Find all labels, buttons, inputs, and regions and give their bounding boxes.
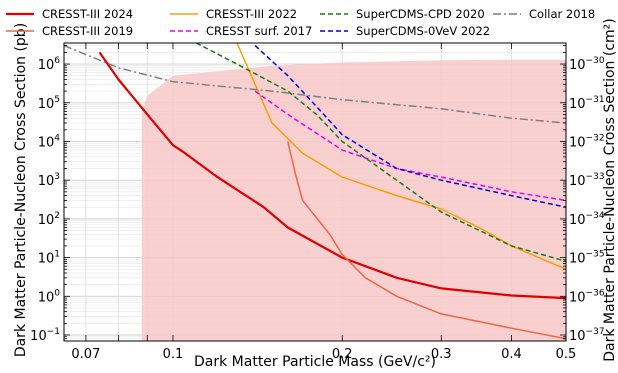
y-tick-label: 102	[38, 211, 60, 228]
y2-tick-label: 10−35	[569, 250, 605, 267]
y-tick-label: 106	[38, 56, 61, 73]
series-line-5	[254, 45, 566, 208]
legend-label: CRESST-III 2022	[206, 7, 297, 21]
y-axis-title: Dark Matter Particle-Nucleon Cross Secti…	[13, 23, 29, 357]
y2-tick-label: 10−31	[569, 95, 605, 112]
y-tick-label: 101	[38, 250, 60, 267]
series-line-2	[236, 43, 566, 270]
y2-tick-label: 10−30	[569, 56, 605, 73]
ticks	[64, 43, 567, 342]
legend-label: Collar 2018	[529, 7, 595, 21]
excluded-region-group	[141, 59, 566, 341]
series-line-1	[287, 141, 566, 340]
series-line-0	[98, 51, 566, 300]
x-tick-label: 0.3	[431, 347, 452, 362]
excluded-region	[141, 59, 566, 341]
x-axis-title: Dark Matter Particle Mass (GeV/c²)	[194, 354, 436, 370]
y2-tick-label: 10−32	[569, 133, 605, 150]
x-tick-label: 0.4	[501, 347, 522, 362]
y2-tick-label: 10−34	[569, 211, 605, 228]
y-tick-label: 10−1	[30, 327, 60, 344]
y-tick-label: 103	[38, 172, 60, 189]
y2-tick-label: 10−37	[569, 327, 605, 344]
x-tick-label: 0.1	[163, 347, 184, 362]
y2-tick-label: 10−33	[569, 172, 605, 189]
series-line-4	[195, 43, 566, 263]
series-line-6	[64, 44, 566, 124]
tick-labels: 0.07 0.1 0.2 0.3 0.4 0.5 10−1 100 101 102 103 104 10…	[30, 56, 605, 362]
series-lines	[64, 43, 566, 340]
legend-label: CRESST-III 2024	[42, 7, 133, 21]
legend-label: SuperCDMS-CPD 2020	[356, 7, 485, 21]
legend: CRESST-III 2024 CRESST-III 2019 CRESST-III…	[6, 7, 595, 38]
x-tick-label: 0.5	[556, 347, 577, 362]
legend-label: SuperCDMS-0VeV 2022	[356, 24, 490, 38]
x-tick-label: 0.07	[71, 347, 100, 362]
y2-tick-label: 10−36	[569, 288, 605, 305]
x-tick-label: 0.2	[332, 347, 353, 362]
y-tick-label: 100	[38, 288, 61, 305]
y-tick-label: 105	[38, 95, 60, 112]
legend-label: CRESST-III 2019	[42, 24, 133, 38]
y2-axis-title: Dark Matter Particle-Nucleon Cross Secti…	[602, 18, 618, 362]
y-tick-label: 104	[38, 133, 61, 150]
legend-label: CRESST surf. 2017	[206, 24, 312, 38]
